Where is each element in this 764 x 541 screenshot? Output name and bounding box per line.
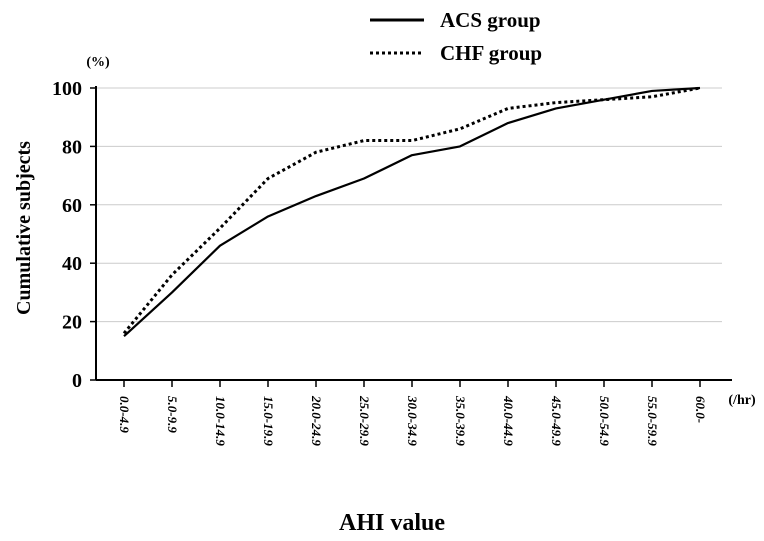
legend-label-chf: CHF group	[440, 41, 542, 65]
x-tick-label: 45.0-49.9	[549, 395, 564, 446]
legend: ACS group CHF group	[370, 8, 542, 65]
y-tick-label: 80	[62, 136, 82, 158]
axes	[90, 86, 732, 387]
x-tick-label: 35.0-39.9	[453, 395, 468, 446]
x-tick-label: 25.0-29.9	[357, 395, 372, 446]
x-tick-label: 15.0-19.9	[261, 396, 276, 446]
y-tick-label: 60	[62, 195, 82, 217]
y-tick-label: 40	[62, 253, 82, 275]
x-tick-label: 55.0-59.9	[645, 396, 660, 446]
y-tick-label: 20	[62, 312, 82, 334]
legend-label-acs: ACS group	[440, 8, 541, 32]
x-tick-label: 50.0-54.9	[597, 396, 612, 446]
x-tick-label: 10.0-14.9	[213, 396, 228, 446]
x-tick-label: 30.0-34.9	[405, 395, 420, 446]
x-axis-unit: (/hr)	[728, 393, 756, 408]
x-tick-label: 5.0-9.9	[165, 396, 180, 433]
grid-lines	[96, 87, 722, 323]
x-tick-labels: 0.0-4.9 5.0-9.9 10.0-14.9 15.0-19.9 20.0-24.…	[117, 395, 708, 446]
series-line-acs-group	[123, 86, 701, 338]
x-tick-label: 40.0-44.9	[501, 395, 516, 446]
y-tick-label: 0	[72, 370, 82, 392]
y-tick-labels: 0 20 40 60 80 100	[52, 78, 82, 392]
x-tick-label: 0.0-4.9	[117, 396, 132, 433]
x-tick-label: 60.0-	[693, 396, 708, 423]
x-axis-title: AHI value	[339, 510, 445, 536]
x-tick-label: 20.0-24.9	[309, 395, 324, 446]
y-axis-title: Cumulative subjects	[13, 141, 35, 315]
y-axis-unit: (%)	[86, 55, 110, 70]
y-tick-label: 100	[52, 78, 82, 100]
series-line-chf-group	[122, 86, 701, 335]
series-lines	[122, 86, 701, 338]
